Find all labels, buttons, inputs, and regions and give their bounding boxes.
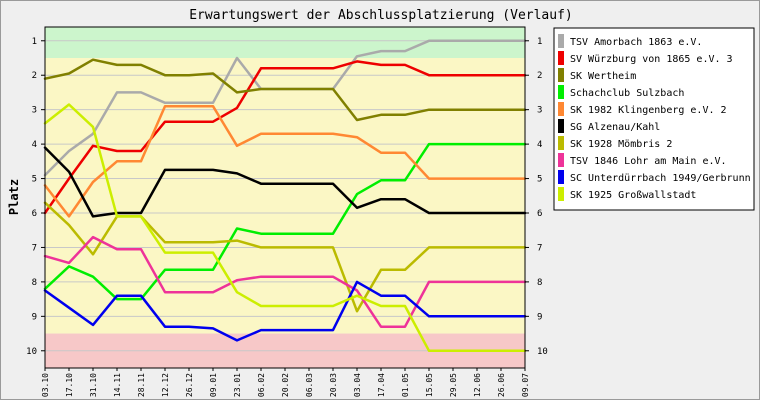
series-line-10: [43, 103, 527, 353]
x-tick-labels: 03.10 17.10 31.10 14.11 28.11 12.12 26.12 09.01…: [41, 368, 530, 397]
x-tick-label-3: 14.11: [113, 373, 122, 397]
y-tick-label-right-2: 2: [537, 71, 542, 81]
x-tick-label-16: 15.05: [425, 373, 434, 397]
legend-label-2: SV Würzburg von 1865 e.V. 3: [570, 54, 733, 65]
x-tick-label-9: 06.02: [257, 373, 266, 397]
plot-border: [44, 26, 526, 369]
legend-swatch-6: [558, 119, 564, 133]
x-tick-label-19: 26.06: [497, 373, 506, 397]
y-tick-label-right-5: 5: [537, 175, 542, 185]
x-tick-label-1: 17.10: [65, 373, 74, 397]
legend-label-8: TSV 1846 Lohr am Main e.V.: [570, 156, 727, 167]
y-tick-label-left-7: 7: [32, 243, 37, 253]
legend-box: [553, 27, 755, 211]
band-0: [45, 27, 525, 58]
y-tick-labels-right: 1 2 3 4 5 6 7 8 9 10: [525, 37, 548, 357]
y-tick-label-right-4: 4: [537, 140, 542, 150]
x-tick-label-2: 31.10: [89, 373, 98, 397]
legend-swatch-10: [558, 187, 564, 201]
y-tick-label-left-4: 4: [32, 140, 37, 150]
y-tick-label-right-9: 9: [537, 312, 542, 322]
x-tick-label-12: 20.03: [329, 373, 338, 397]
y-tick-label-left-5: 5: [32, 175, 37, 185]
series-line-6: [43, 146, 527, 218]
x-tick-label-8: 23.01: [233, 373, 242, 397]
series-line-5: [43, 104, 527, 218]
series-lines: [43, 39, 527, 353]
legend-swatch-5: [558, 102, 564, 116]
x-tick-label-14: 17.04: [377, 373, 386, 397]
legend: TSV Amorbach 1863 e.V. SV Würzburg von 18…: [553, 27, 755, 211]
x-tick-label-18: 12.06: [473, 373, 482, 397]
x-tick-label-11: 06.03: [305, 373, 314, 397]
band-1: [45, 58, 525, 334]
y-tick-labels-left: 1 2 3 4 5 6 7 8 9 10: [26, 37, 45, 357]
x-tick-label-6: 26.12: [185, 373, 194, 397]
legend-label-6: SG Alzenau/Kahl: [570, 122, 660, 133]
y-tick-label-left-10: 10: [26, 347, 37, 357]
y-tick-label-left-6: 6: [32, 209, 37, 219]
series-line-2: [43, 60, 527, 215]
series-line-8: [43, 235, 527, 328]
y-tick-label-right-3: 3: [537, 106, 542, 116]
y-tick-label-right-8: 8: [537, 278, 542, 288]
x-tick-label-4: 28.11: [137, 373, 146, 397]
y-tick-label-right-6: 6: [537, 209, 542, 219]
y-tick-label-right-1: 1: [537, 37, 542, 47]
y-tick-label-left-8: 8: [32, 278, 37, 288]
x-tick-label-13: 03.04: [353, 373, 362, 397]
y-tick-label-left-1: 1: [32, 37, 37, 47]
legend-swatch-3: [558, 68, 564, 82]
x-tick-label-0: 03.10: [41, 373, 50, 397]
x-tick-label-17: 29.05: [449, 373, 458, 397]
series-line-3: [43, 58, 527, 122]
x-tick-label-20: 09.07: [521, 373, 530, 397]
series-line-9: [43, 280, 527, 342]
x-tick-label-10: 20.02: [281, 373, 290, 397]
y-tick-label-left-9: 9: [32, 312, 37, 322]
legend-label-1: TSV Amorbach 1863 e.V.: [570, 37, 702, 48]
y-tick-label-left-3: 3: [32, 106, 37, 116]
legend-swatch-2: [558, 51, 564, 65]
series-line-4: [43, 142, 527, 301]
legend-label-5: SK 1982 Klingenberg e.V. 2: [570, 105, 727, 116]
legend-label-9: SC Unterdürrbach 1949/Gerbrunn: [570, 173, 751, 184]
y-tick-label-right-10: 10: [537, 347, 548, 357]
background-bands: [45, 27, 525, 368]
legend-label-3: SK Wertheim: [570, 71, 636, 82]
x-tick-label-5: 12.12: [161, 373, 170, 397]
x-tick-label-15: 01.05: [401, 373, 410, 397]
chart-title: Erwartungswert der Abschlussplatzierung …: [189, 8, 573, 23]
legend-label-4: Schachclub Sulzbach: [570, 88, 684, 99]
legend-label-10: SK 1925 Großwallstadt: [570, 190, 696, 201]
y-tick-label-right-7: 7: [537, 243, 542, 253]
x-tick-label-7: 09.01: [209, 373, 218, 397]
legend-swatch-8: [558, 153, 564, 167]
legend-swatch-4: [558, 85, 564, 99]
legend-swatch-9: [558, 170, 564, 184]
legend-swatch-7: [558, 136, 564, 150]
legend-label-7: SK 1928 Mömbris 2: [570, 139, 672, 150]
legend-swatch-1: [558, 34, 564, 48]
y-tick-label-left-2: 2: [32, 71, 37, 81]
y-axis-label: Platz: [7, 179, 21, 215]
